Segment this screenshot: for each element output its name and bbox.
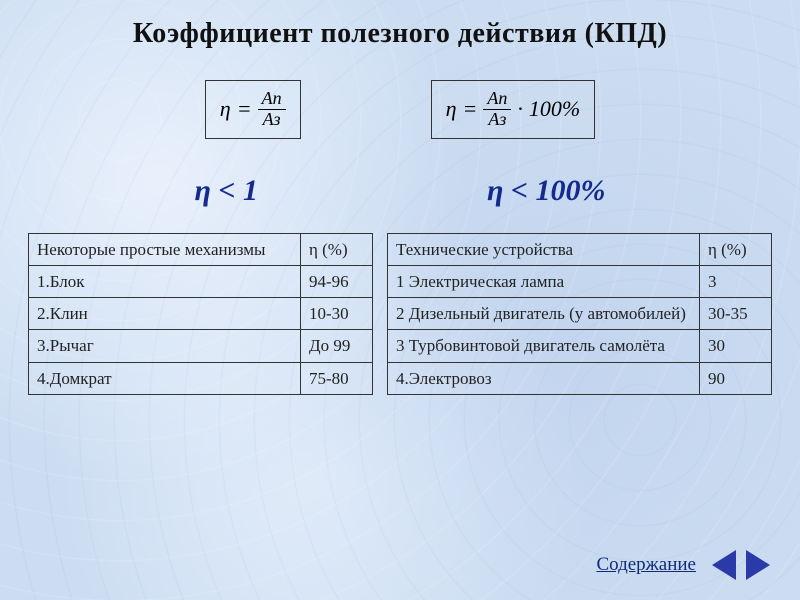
inequality-left: η < 1 — [194, 174, 258, 208]
eta-symbol: η — [446, 96, 457, 122]
cell-value: 75-80 — [301, 362, 373, 394]
mechanisms-table: Некоторые простые механизмы η (%) 1.Блок… — [28, 233, 373, 395]
cell-name: 3 Турбовинтовой двигатель самолёта — [388, 330, 700, 362]
cell-value: 30 — [700, 330, 772, 362]
nav-bar: Содержание — [596, 550, 770, 580]
header-cell: Технические устройства — [388, 233, 700, 265]
fraction: Aп Aз — [483, 89, 511, 130]
table-row: 2.Клин 10-30 — [29, 298, 373, 330]
header-cell: η (%) — [301, 233, 373, 265]
dot-symbol: · — [517, 96, 523, 122]
devices-table: Технические устройства η (%) 1 Электриче… — [387, 233, 772, 395]
next-icon[interactable] — [746, 550, 770, 580]
cell-name: 2 Дизельный двигатель (у автомобилей) — [388, 298, 700, 330]
cell-name: 2.Клин — [29, 298, 301, 330]
table-row: 4.Электровоз 90 — [388, 362, 772, 394]
cell-name: 1.Блок — [29, 265, 301, 297]
inequality-row: η < 1 η < 100% — [0, 174, 800, 208]
table-row: 3 Турбовинтовой двигатель самолёта 30 — [388, 330, 772, 362]
table-row: 3.Рычаг До 99 — [29, 330, 373, 362]
table-row: 1 Электрическая лампа 3 — [388, 265, 772, 297]
cell-name: 3.Рычаг — [29, 330, 301, 362]
equals-sign: = — [463, 96, 478, 122]
cell-value: 94-96 — [301, 265, 373, 297]
numerator: Aп — [258, 89, 286, 110]
cell-name: 1 Электрическая лампа — [388, 265, 700, 297]
numerator: Aп — [483, 89, 511, 110]
table-row: Некоторые простые механизмы η (%) — [29, 233, 373, 265]
table-row: 4.Домкрат 75-80 — [29, 362, 373, 394]
table-row: 1.Блок 94-96 — [29, 265, 373, 297]
formula-percent: η = Aп Aз · 100% — [431, 80, 596, 139]
cell-value: 10-30 — [301, 298, 373, 330]
cell-name: 4.Электровоз — [388, 362, 700, 394]
denominator: Aз — [484, 110, 510, 130]
table-row: Технические устройства η (%) — [388, 233, 772, 265]
cell-value: 3 — [700, 265, 772, 297]
table-row: 2 Дизельный двигатель (у автомобилей) 30… — [388, 298, 772, 330]
eta-symbol: η — [220, 96, 231, 122]
cell-value: До 99 — [301, 330, 373, 362]
contents-link[interactable]: Содержание — [596, 554, 696, 576]
page-title: Коэффициент полезного действия (КПД) — [0, 0, 800, 50]
formula-row: η = Aп Aз η = Aп Aз · 100% — [0, 80, 800, 139]
cell-name: 4.Домкрат — [29, 362, 301, 394]
prev-icon[interactable] — [712, 550, 736, 580]
equals-sign: = — [237, 96, 252, 122]
header-cell: η (%) — [700, 233, 772, 265]
tables-row: Некоторые простые механизмы η (%) 1.Блок… — [28, 233, 772, 395]
inequality-right: η < 100% — [487, 174, 606, 208]
fraction: Aп Aз — [258, 89, 286, 130]
header-cell: Некоторые простые механизмы — [29, 233, 301, 265]
hundred-percent: 100% — [529, 96, 580, 122]
cell-value: 90 — [700, 362, 772, 394]
cell-value: 30-35 — [700, 298, 772, 330]
formula-ratio: η = Aп Aз — [205, 80, 301, 139]
denominator: Aз — [259, 110, 285, 130]
